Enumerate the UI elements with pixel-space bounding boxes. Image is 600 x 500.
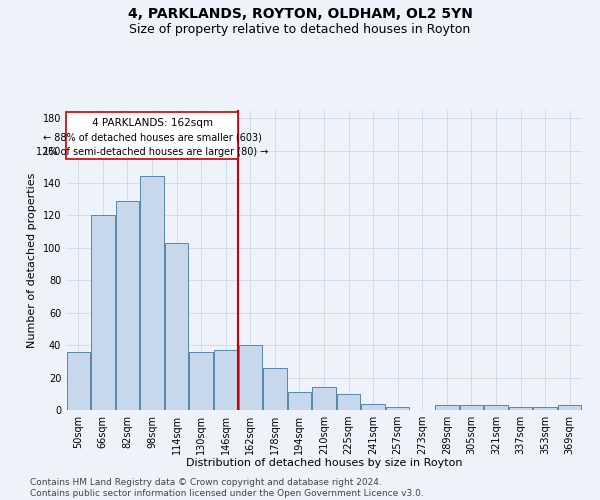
Bar bbox=[361, 404, 385, 410]
Text: 4, PARKLANDS, ROYTON, OLDHAM, OL2 5YN: 4, PARKLANDS, ROYTON, OLDHAM, OL2 5YN bbox=[128, 8, 472, 22]
Text: Distribution of detached houses by size in Royton: Distribution of detached houses by size … bbox=[186, 458, 462, 468]
Bar bbox=[484, 405, 508, 410]
Bar bbox=[288, 392, 311, 410]
Bar bbox=[91, 216, 115, 410]
Text: 12% of semi-detached houses are larger (80) →: 12% of semi-detached houses are larger (… bbox=[36, 148, 268, 158]
Bar bbox=[140, 176, 164, 410]
Bar bbox=[165, 243, 188, 410]
Bar bbox=[509, 407, 532, 410]
Bar bbox=[337, 394, 360, 410]
Y-axis label: Number of detached properties: Number of detached properties bbox=[27, 172, 37, 348]
Bar bbox=[190, 352, 213, 410]
Text: Contains HM Land Registry data © Crown copyright and database right 2024.
Contai: Contains HM Land Registry data © Crown c… bbox=[30, 478, 424, 498]
Text: 4 PARKLANDS: 162sqm: 4 PARKLANDS: 162sqm bbox=[91, 118, 212, 128]
Bar bbox=[67, 352, 90, 410]
Bar bbox=[239, 345, 262, 410]
Bar bbox=[386, 407, 409, 410]
Bar bbox=[460, 405, 483, 410]
Bar bbox=[313, 388, 335, 410]
Bar bbox=[263, 368, 287, 410]
Text: ← 88% of detached houses are smaller (603): ← 88% of detached houses are smaller (60… bbox=[43, 132, 262, 142]
Bar bbox=[533, 407, 557, 410]
FancyBboxPatch shape bbox=[66, 112, 238, 158]
Bar bbox=[116, 201, 139, 410]
Text: Size of property relative to detached houses in Royton: Size of property relative to detached ho… bbox=[130, 22, 470, 36]
Bar bbox=[558, 405, 581, 410]
Bar bbox=[214, 350, 238, 410]
Bar bbox=[435, 405, 458, 410]
